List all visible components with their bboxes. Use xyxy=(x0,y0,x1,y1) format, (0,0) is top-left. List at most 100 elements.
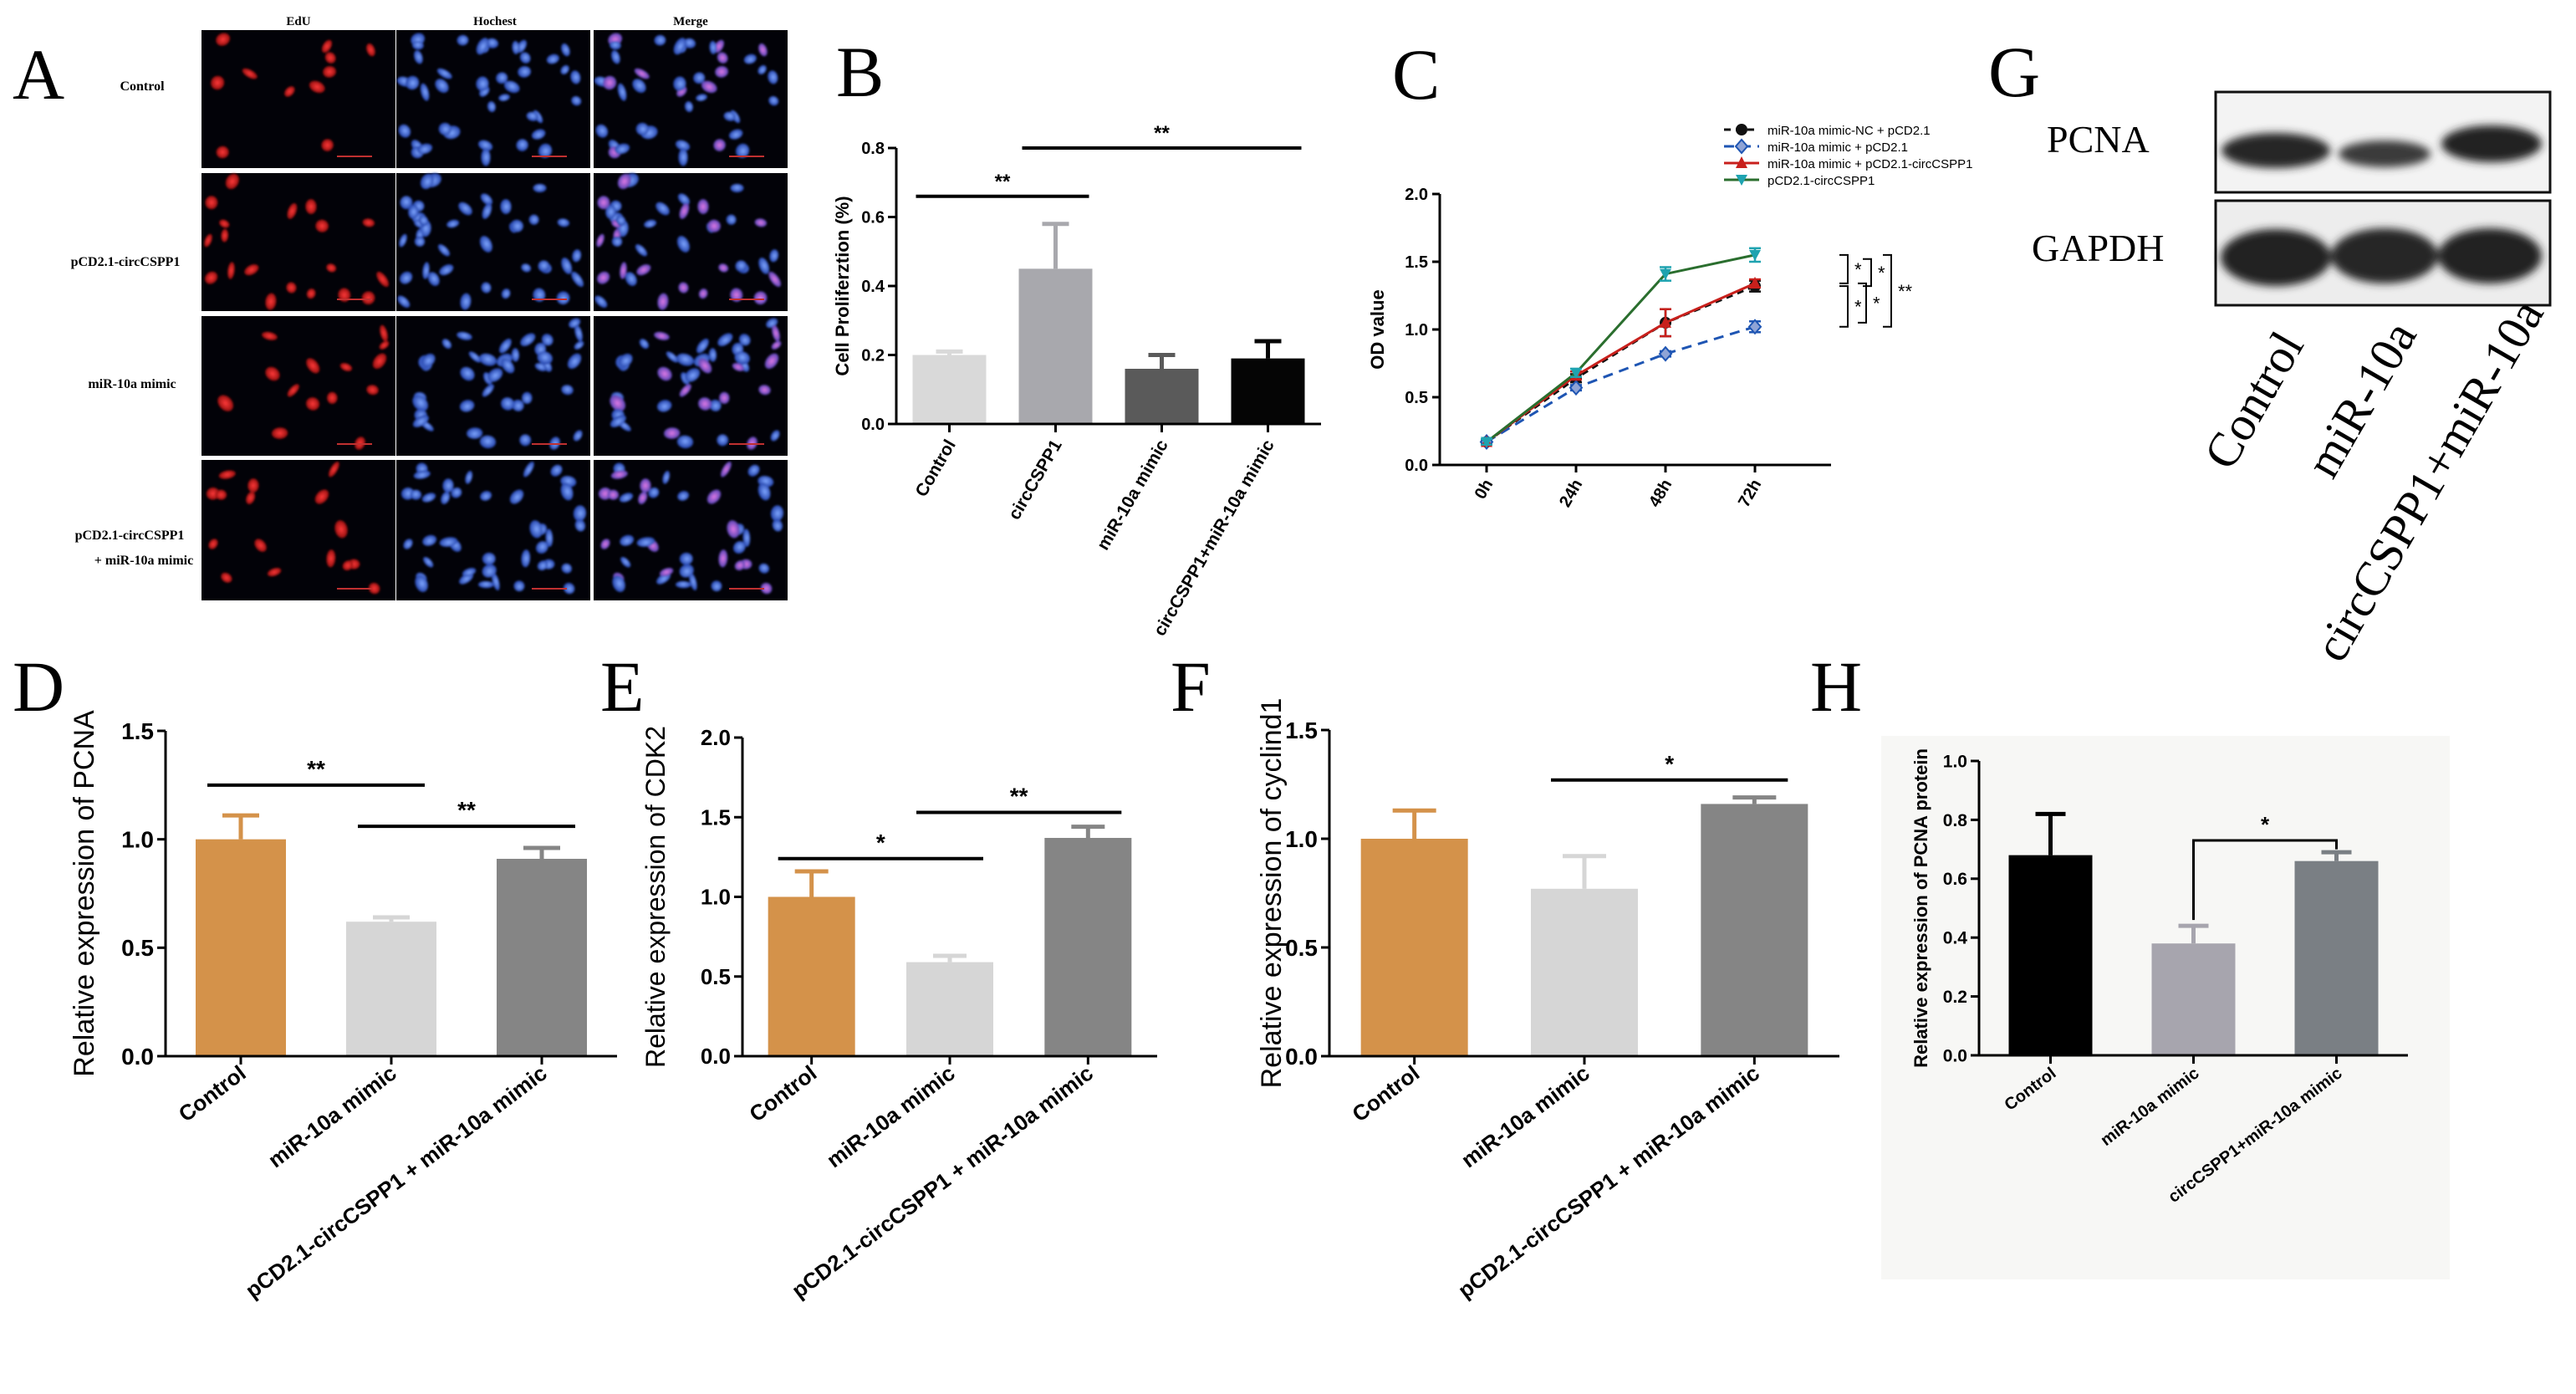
nucleus xyxy=(758,258,770,274)
ytick-label-B-2: 0.4 xyxy=(861,278,885,296)
nucleus xyxy=(423,556,434,568)
nucleus xyxy=(635,244,648,257)
nucleus xyxy=(560,483,574,501)
sig-label-E-0: * xyxy=(876,830,885,855)
nucleus xyxy=(734,560,746,571)
nucleus xyxy=(510,219,523,232)
sig-label-B-1: ** xyxy=(1154,122,1170,145)
nucleus xyxy=(208,539,218,549)
category-label-F-1: miR-10a mimic xyxy=(1456,1060,1594,1172)
nucleus xyxy=(306,289,316,299)
nucleus xyxy=(460,293,472,310)
nucleus xyxy=(706,489,722,504)
nucleus xyxy=(757,64,767,75)
sig-label-B-0: ** xyxy=(995,171,1011,193)
nucleus xyxy=(636,264,651,276)
nucleus xyxy=(306,358,320,374)
nucleus xyxy=(522,391,533,404)
chart-f-cyclind1: 0.0 0.5 1.0 1.5 Control miR-10a mimicpCD2.1-c… xyxy=(1256,698,1839,1303)
micrograph-r0-c1 xyxy=(396,30,590,168)
nucleus xyxy=(679,203,690,219)
bar-F-0 xyxy=(1360,839,1468,1056)
nuclei-r0-c2 xyxy=(594,33,779,166)
panel-label-d: D xyxy=(13,646,64,727)
nucleus xyxy=(412,395,429,411)
nucleus xyxy=(380,324,388,342)
nucleus xyxy=(244,264,259,276)
bar-D-1 xyxy=(346,922,436,1056)
nucleus xyxy=(442,478,454,493)
y-axis-label-C: OD value xyxy=(1367,289,1388,369)
nucleus xyxy=(498,338,512,354)
nucleus xyxy=(657,366,672,381)
legend-label-0: miR-10a mimic-NC + pCD2.1 xyxy=(1767,124,1931,138)
nucleus xyxy=(561,258,573,274)
sig-label-C-4: ** xyxy=(1898,281,1913,302)
nucleus xyxy=(707,219,721,232)
series-point-2-2 xyxy=(1660,315,1671,328)
nucleus xyxy=(747,464,760,477)
nucleus xyxy=(476,76,489,91)
nucleus xyxy=(221,572,232,583)
micrograph-r0-c0 xyxy=(201,30,395,168)
sig-label-F-0: * xyxy=(1665,751,1674,777)
nucleus xyxy=(546,54,559,64)
nucleus xyxy=(287,384,299,397)
nucleus xyxy=(480,491,492,501)
nucleus xyxy=(610,470,628,479)
nucleus xyxy=(723,111,737,121)
nucleus xyxy=(664,427,681,439)
nucleus xyxy=(619,493,634,503)
nucleus xyxy=(410,489,422,500)
nucleus xyxy=(482,552,496,565)
nucleus xyxy=(523,461,534,477)
category-label-E-0: Control xyxy=(744,1060,821,1127)
micrograph-r2-c0 xyxy=(201,316,395,456)
band-pcna-combo xyxy=(2441,125,2542,162)
nucleus xyxy=(711,580,722,592)
nucleus xyxy=(529,520,543,539)
nucleus xyxy=(698,289,708,299)
nucleus xyxy=(718,549,728,568)
nucleus xyxy=(416,143,433,155)
nucleus xyxy=(595,124,609,138)
nucleus xyxy=(572,249,582,263)
nucleus xyxy=(611,236,623,247)
nucleus xyxy=(537,351,553,365)
nucleus xyxy=(413,470,431,479)
nucleus xyxy=(482,384,494,397)
nucleus xyxy=(362,218,375,227)
ytick-label-C-2: 1.0 xyxy=(1405,321,1428,340)
nucleus xyxy=(708,348,717,362)
nucleus xyxy=(760,582,773,595)
nucleus xyxy=(726,214,737,225)
band-gapdh-control xyxy=(2221,229,2331,286)
nucleus xyxy=(654,34,666,46)
nucleus xyxy=(503,80,520,94)
row-label-circcspp1: pCD2.1-circCSPP1 xyxy=(71,255,181,269)
nucleus xyxy=(327,391,338,404)
sig-bracket-C-4 xyxy=(1883,253,1892,328)
nucleus xyxy=(758,385,771,396)
nucleus xyxy=(615,215,626,227)
sig-label-C-0: * xyxy=(1854,259,1862,280)
ytick-label-H-1: 0.2 xyxy=(1943,988,1967,1007)
nucleus xyxy=(677,193,691,206)
ytick-label-B-0: 0.0 xyxy=(861,416,885,434)
legend-marker-1 xyxy=(1734,138,1749,155)
nucleus xyxy=(246,491,256,504)
nucleus xyxy=(693,72,706,84)
nucleus xyxy=(217,395,234,411)
nucleus xyxy=(537,560,548,571)
nucleus xyxy=(204,233,212,248)
ytick-label-F-3: 1.5 xyxy=(1285,717,1318,743)
nucleus xyxy=(560,64,569,75)
nucleus xyxy=(684,101,693,113)
sig-label-D-0: ** xyxy=(307,756,325,782)
category-label-D-0: Control xyxy=(174,1060,251,1127)
nucleus xyxy=(732,363,745,371)
nucleus xyxy=(648,487,660,498)
nucleus xyxy=(415,575,428,593)
nucleus xyxy=(446,219,460,228)
nucleus xyxy=(768,70,778,84)
